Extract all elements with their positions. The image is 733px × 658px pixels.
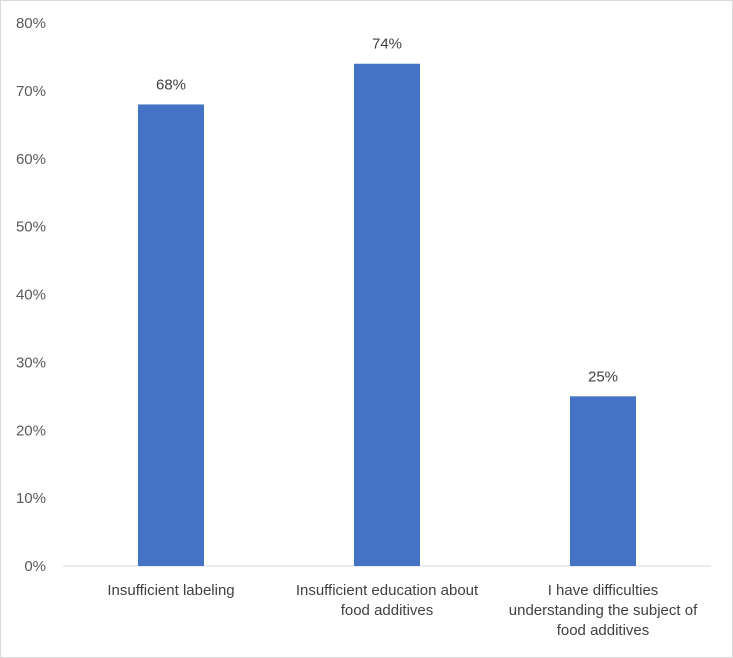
- bar: [570, 396, 636, 566]
- data-labels: 68% 74% 25%: [156, 36, 618, 386]
- category-label: I have difficulties: [548, 582, 659, 599]
- y-tick-label: 80%: [16, 15, 46, 32]
- y-tick-label: 40%: [16, 287, 46, 304]
- category-labels: Insufficient labeling Insufficient educat…: [107, 582, 698, 639]
- bar: [138, 104, 204, 566]
- data-label: 25%: [588, 368, 618, 385]
- y-tick-label: 10%: [16, 490, 46, 507]
- bar: [354, 63, 420, 566]
- y-tick-label: 0%: [24, 558, 46, 575]
- y-tick-label: 70%: [16, 83, 46, 100]
- data-label: 68%: [156, 76, 186, 93]
- category-label: food additives: [557, 622, 650, 639]
- y-tick-label: 30%: [16, 354, 46, 371]
- y-tick-label: 50%: [16, 219, 46, 236]
- category-label: Insufficient education about: [296, 582, 479, 599]
- data-label: 74%: [372, 36, 402, 53]
- y-tick-label: 60%: [16, 151, 46, 168]
- category-label: Insufficient labeling: [107, 582, 234, 599]
- category-label: food additives: [341, 602, 434, 619]
- y-tick-label: 20%: [16, 422, 46, 439]
- category-label: understanding the subject of: [509, 602, 698, 619]
- bars: [138, 63, 636, 566]
- y-axis-ticks: 0% 10% 20% 30% 40% 50% 60% 70% 80%: [16, 15, 46, 575]
